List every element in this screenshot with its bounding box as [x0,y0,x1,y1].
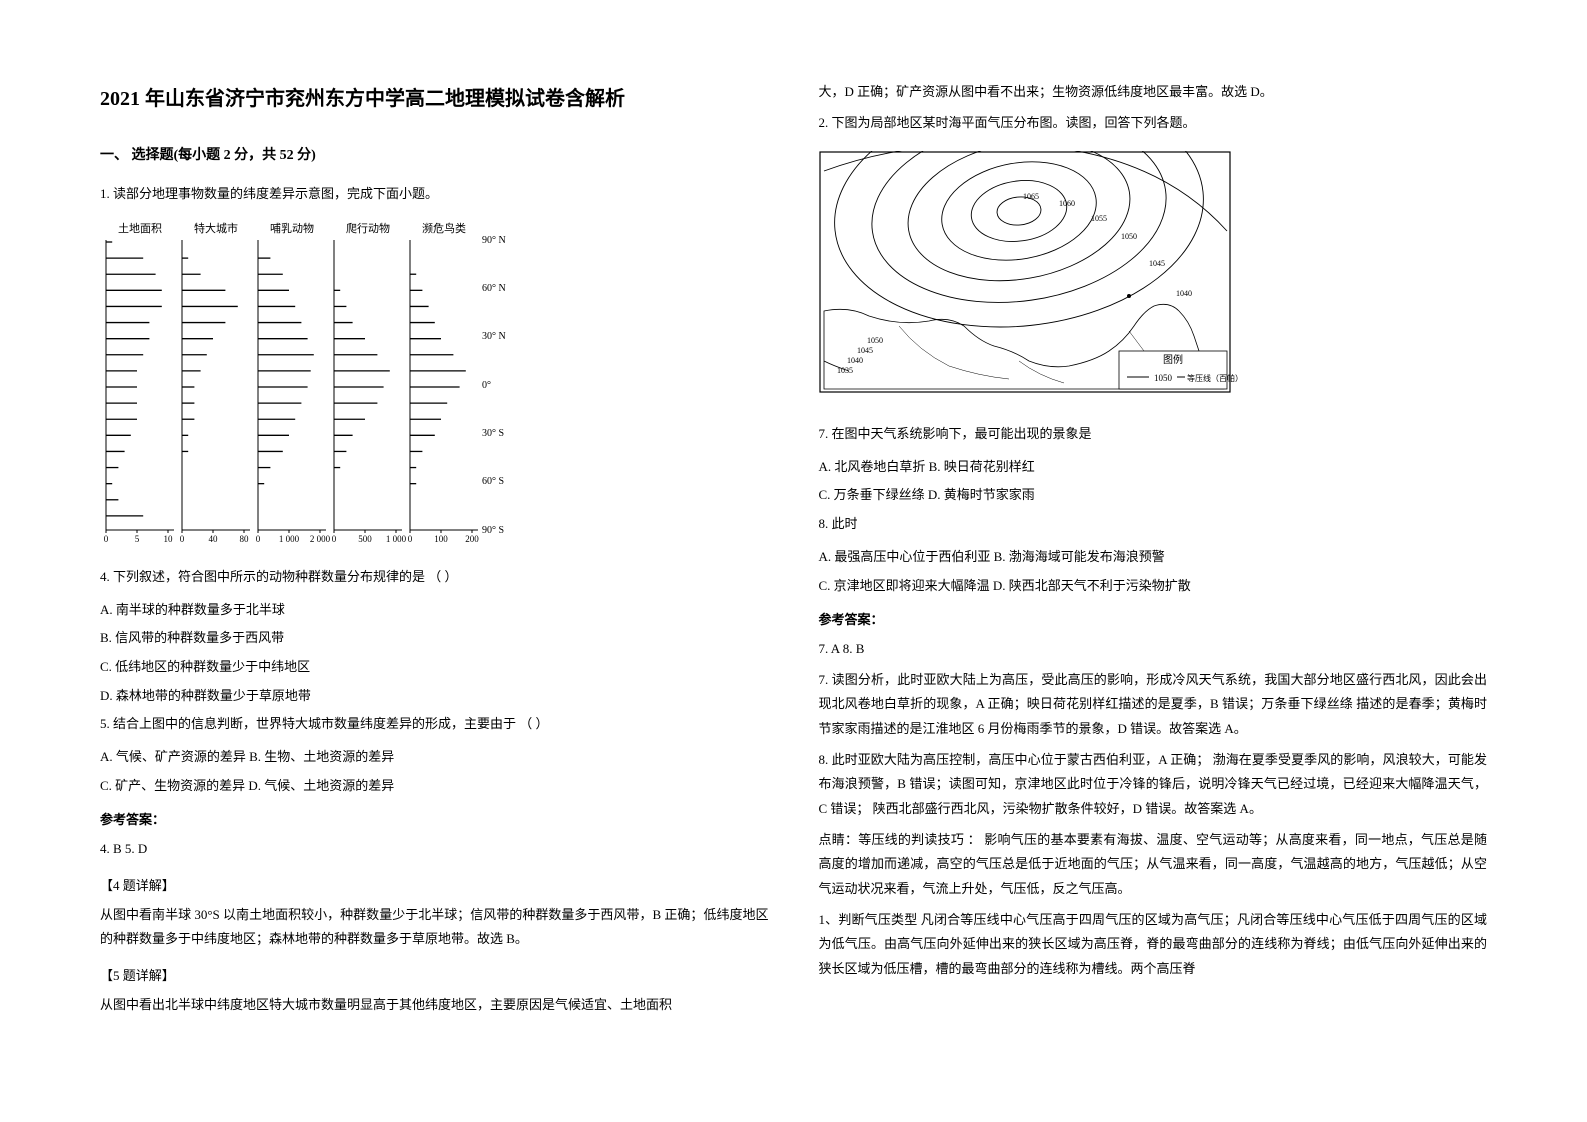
svg-text:90° S: 90° S [482,525,504,536]
q4-text: 4. 下列叙述，符合图中所示的动物种群数量分布规律的是 （ ） [100,565,769,590]
detail5-label: 【5 题详解】 [100,964,769,989]
q4-optC: C. 低纬地区的种群数量少于中纬地区 [100,655,769,680]
svg-text:2 000: 2 000 [310,534,331,544]
svg-text:1050: 1050 [1121,232,1137,241]
q4-optA: A. 南半球的种群数量多于北半球 [100,598,769,623]
svg-text:5: 5 [135,534,140,544]
svg-text:40: 40 [209,534,219,544]
para8: 8. 此时亚欧大陆为高压控制，高压中心位于蒙古西伯利亚，A 正确； 渤海在夏季受… [819,748,1488,822]
svg-text:1050: 1050 [867,336,883,345]
svg-text:200: 200 [465,534,479,544]
para7: 7. 读图分析，此时亚欧大陆上为高压，受此高压的影响，形成冷风天气系统，我国大部… [819,668,1488,742]
map-svg: 1065106010551050104510401035104010451050… [819,151,1239,401]
svg-text:0°: 0° [482,380,491,391]
svg-text:80: 80 [240,534,250,544]
svg-text:60° N: 60° N [482,283,506,294]
q5-optCD: C. 矿产、生物资源的差异 D. 气候、土地资源的差异 [100,774,769,799]
answer-label-2: 参考答案： [819,608,1488,633]
svg-text:90° N: 90° N [482,235,506,246]
svg-text:1060: 1060 [1059,199,1075,208]
answer-45: 4. B 5. D [100,837,769,862]
main-title: 2021 年山东省济宁市兖州东方中学高二地理模拟试卷含解析 [100,80,769,118]
svg-text:500: 500 [358,534,372,544]
svg-text:30° N: 30° N [482,331,506,342]
q4-optD: D. 森林地带的种群数量少于草原地带 [100,684,769,709]
detail4-text: 从图中看南半球 30°S 以南土地面积较小，种群数量少于北半球；信风带的种群数量… [100,903,769,952]
svg-text:10: 10 [164,534,174,544]
svg-text:1035: 1035 [837,366,853,375]
svg-text:0: 0 [408,534,413,544]
q7-optAB: A. 北风卷地白草折 B. 映日荷花别样红 [819,455,1488,480]
col2-para1: 大，D 正确；矿产资源从图中看不出来；生物资源低纬度地区最丰富。故选 D。 [819,80,1488,105]
svg-text:1045: 1045 [1149,259,1165,268]
svg-text:0: 0 [256,534,261,544]
detail4-label: 【4 题详解】 [100,874,769,899]
svg-text:60° S: 60° S [482,476,504,487]
left-column: 2021 年山东省济宁市兖州东方中学高二地理模拟试卷含解析 一、 选择题(每小题… [100,80,769,1072]
para-dianqing: 点睛：等压线的判读技巧 ： 影响气压的基本要素有海拔、温度、空气运动等；从高度来… [819,828,1488,902]
svg-text:特大城市: 特大城市 [194,222,238,235]
answer-label-1: 参考答案： [100,808,769,833]
q8-optCD: C. 京津地区即将迎来大幅降温 D. 陕西北部天气不利于污染物扩散 [819,574,1488,599]
map-container: 1065106010551050104510401035104010451050… [819,151,1488,410]
svg-text:1 000: 1 000 [386,534,407,544]
svg-text:1065: 1065 [1023,192,1039,201]
svg-text:0: 0 [332,534,337,544]
q5-text: 5. 结合上图中的信息判断，世界特大城市数量纬度差异的形成，主要由于 （ ） [100,712,769,737]
svg-text:爬行动物: 爬行动物 [346,222,390,235]
svg-text:1040: 1040 [1176,289,1192,298]
svg-text:1050: 1050 [1154,373,1173,383]
right-column: 大，D 正确；矿产资源从图中看不出来；生物资源低纬度地区最丰富。故选 D。 2.… [819,80,1488,1072]
answer-78: 7. A 8. B [819,637,1488,662]
svg-text:100: 100 [434,534,448,544]
q7-optCD: C. 万条垂下绿丝绦 D. 黄梅时节家家雨 [819,483,1488,508]
svg-text:图例: 图例 [1163,353,1183,366]
q2-intro: 2. 下图为局部地区某时海平面气压分布图。读图，回答下列各题。 [819,111,1488,136]
svg-text:等压线（百帕）: 等压线（百帕） [1187,373,1239,383]
detail5-text: 从图中看出北半球中纬度地区特大城市数量明显高于其他纬度地区，主要原因是气候适宜、… [100,993,769,1018]
svg-text:1055: 1055 [1091,214,1107,223]
svg-text:0: 0 [180,534,185,544]
svg-text:1045: 1045 [857,346,873,355]
svg-text:哺乳动物: 哺乳动物 [270,222,314,235]
svg-text:濒危鸟类: 濒危鸟类 [422,222,466,235]
section-title: 一、 选择题(每小题 2 分，共 52 分) [100,143,769,170]
svg-text:1040: 1040 [847,356,863,365]
para-panbie: 1、判断气压类型 凡闭合等压线中心气压高于四周气压的区域为高气压；凡闭合等压线中… [819,908,1488,982]
q1-intro: 1. 读部分地理事物数量的纬度差异示意图，完成下面小题。 [100,182,769,207]
q7-text: 7. 在图中天气系统影响下，最可能出现的景象是 [819,422,1488,447]
svg-text:土地面积: 土地面积 [118,222,162,235]
q8-text: 8. 此时 [819,512,1488,537]
svg-text:1 000: 1 000 [279,534,300,544]
chart1-svg: 土地面积0510特大城市04080哺乳动物01 0002 000爬行动物0500… [100,222,520,544]
chart1-container: 土地面积0510特大城市04080哺乳动物01 0002 000爬行动物0500… [100,222,769,553]
svg-text:0: 0 [104,534,109,544]
q8-optAB: A. 最强高压中心位于西伯利亚 B. 渤海海域可能发布海浪预警 [819,545,1488,570]
svg-text:30° S: 30° S [482,428,504,439]
q5-optAB: A. 气候、矿产资源的差异 B. 生物、土地资源的差异 [100,745,769,770]
q4-optB: B. 信风带的种群数量多于西风带 [100,626,769,651]
